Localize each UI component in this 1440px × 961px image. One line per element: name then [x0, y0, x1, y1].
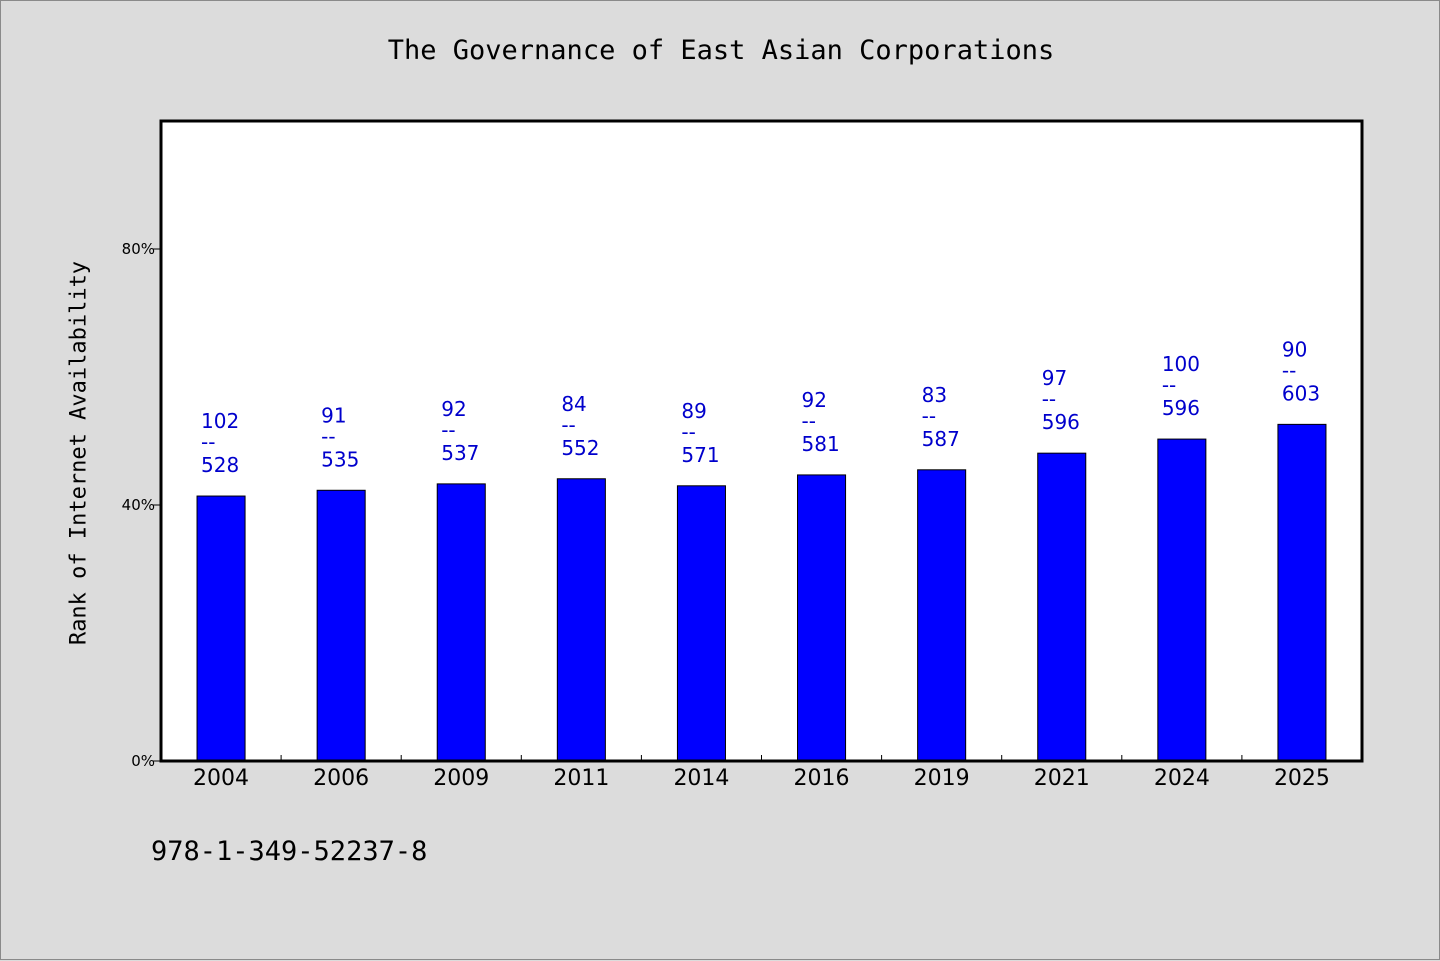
x-tick-label: 2019: [914, 766, 970, 791]
data-label-bottom: 528: [201, 453, 239, 477]
bar: [1277, 423, 1327, 762]
x-tick-label: 2016: [794, 766, 850, 791]
x-tick-label: 2006: [313, 766, 369, 791]
data-label-top: 102: [201, 409, 239, 433]
bar: [196, 495, 246, 762]
data-label-separator: --: [201, 430, 215, 454]
data-label-top: 92: [441, 397, 466, 421]
bar: [556, 478, 606, 762]
data-label-top: 89: [681, 399, 706, 423]
data-label-bottom: 552: [561, 436, 599, 460]
data-label-bottom: 596: [1162, 396, 1200, 420]
data-label-top: 97: [1042, 366, 1067, 390]
data-label-separator: --: [1282, 358, 1296, 382]
bar: [316, 489, 366, 762]
data-label-separator: --: [1042, 387, 1056, 411]
data-label-bottom: 603: [1282, 381, 1320, 405]
x-tick-label: 2021: [1034, 766, 1090, 791]
x-tick-label: 2009: [433, 766, 489, 791]
plot-frame: [159, 119, 1364, 763]
data-label-top: 84: [561, 392, 586, 416]
x-tick-label: 2004: [193, 766, 249, 791]
data-label-separator: --: [681, 420, 695, 444]
data-label-bottom: 587: [922, 427, 960, 451]
x-tick-label: 2011: [553, 766, 609, 791]
data-label-separator: --: [1162, 373, 1176, 397]
data-label-top: 90: [1282, 337, 1307, 361]
data-label-top: 83: [922, 383, 947, 407]
data-label-top: 100: [1162, 352, 1200, 376]
x-tick-label: 2025: [1274, 766, 1330, 791]
isbn-label: 978-1-349-52237-8: [151, 836, 428, 867]
data-label-separator: --: [321, 424, 335, 448]
x-tick-label: 2024: [1154, 766, 1210, 791]
data-label-bottom: 571: [681, 443, 719, 467]
data-label-top: 91: [321, 403, 346, 427]
y-tick-label: 80%: [122, 240, 155, 258]
data-label-bottom: 535: [321, 447, 359, 471]
data-label-top: 92: [802, 388, 827, 412]
bar: [1037, 452, 1087, 762]
y-tick-label: 40%: [122, 496, 155, 514]
y-tick-label: 0%: [131, 752, 155, 770]
data-label-bottom: 596: [1042, 410, 1080, 434]
data-label-bottom: 537: [441, 441, 479, 465]
chart-title: The Governance of East Asian Corporation…: [387, 35, 1055, 66]
x-tick-label: 2014: [673, 766, 729, 791]
data-label-bottom: 581: [802, 432, 840, 456]
data-label-separator: --: [922, 404, 936, 428]
bar: [676, 485, 726, 762]
bar: [436, 483, 486, 762]
data-label-separator: --: [802, 409, 816, 433]
bar: [797, 474, 847, 762]
bar: [917, 469, 967, 762]
bar: [1157, 438, 1207, 762]
data-label-separator: --: [441, 418, 455, 442]
data-label-separator: --: [561, 413, 575, 437]
